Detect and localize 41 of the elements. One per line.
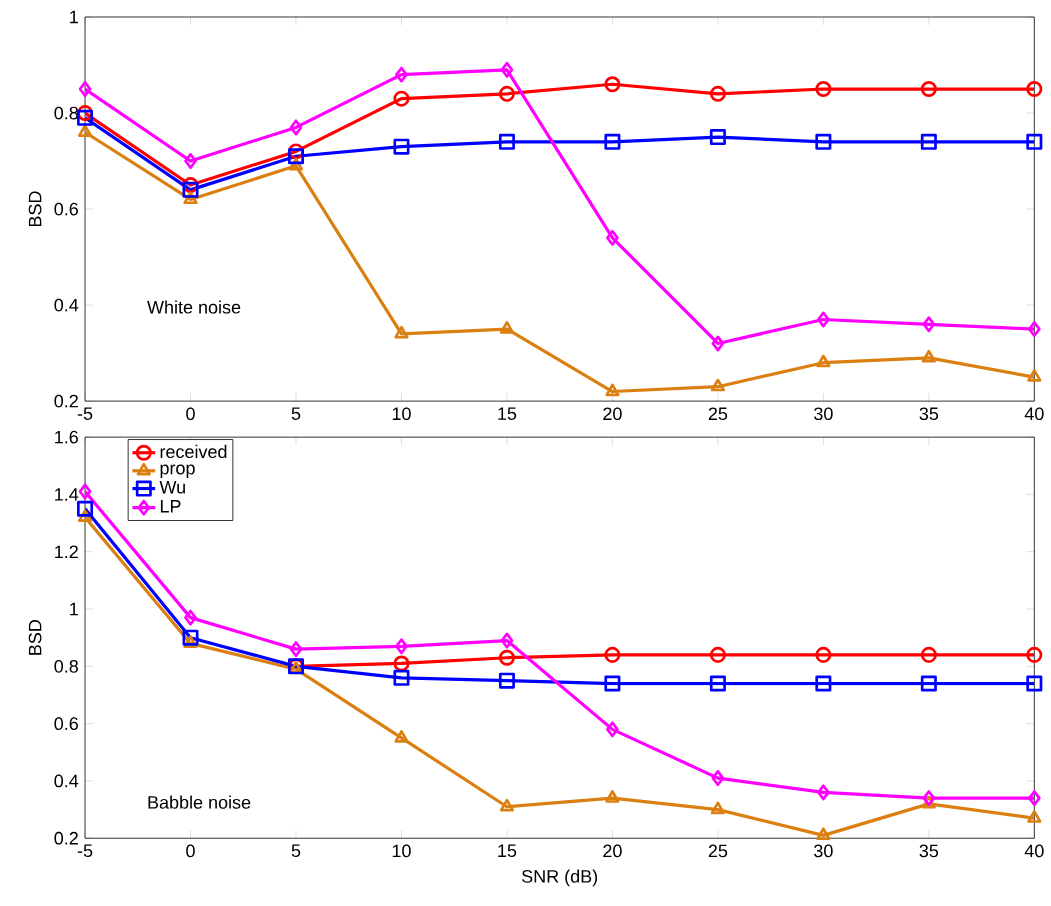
x-tick-label: 0 — [186, 844, 195, 858]
x-tick-label: 20 — [603, 844, 622, 858]
legend-label: Wu — [159, 480, 185, 494]
x-tick-label: -5 — [77, 407, 93, 420]
x-tick-label: 20 — [603, 407, 622, 420]
y-tick-label: 1 — [70, 602, 78, 616]
y-tick-label: 1.4 — [55, 488, 79, 501]
x-tick-label: 15 — [498, 844, 517, 857]
y-axis-title: BSD — [28, 619, 42, 655]
y-axis-title: BSD — [28, 191, 42, 226]
x-tick-label: 10 — [392, 844, 411, 858]
y-tick-label: 0.8 — [54, 659, 78, 673]
y-tick-label: 0.2 — [54, 831, 78, 845]
x-tick-label: 25 — [708, 407, 728, 420]
annotation: Babble noise — [148, 795, 251, 809]
x-tick-label: 35 — [919, 844, 939, 858]
x-axis-title: SNR (dB) — [521, 869, 598, 887]
legend-label: LP — [160, 499, 181, 513]
y-tick-label: 0.6 — [54, 202, 78, 216]
y-tick-label: 0.6 — [54, 717, 78, 730]
x-tick-label: 40 — [1024, 844, 1044, 858]
x-tick-label: 0 — [186, 407, 195, 420]
y-tick-label: 0.4 — [54, 298, 79, 312]
y-tick-label: 1 — [70, 10, 78, 24]
x-tick-label: 30 — [814, 407, 833, 420]
x-tick-label: 40 — [1024, 407, 1044, 420]
x-tick-label: 5 — [291, 407, 301, 420]
y-tick-label: 0.4 — [54, 774, 79, 788]
x-tick-label: 5 — [291, 844, 301, 857]
x-tick-label: -5 — [77, 844, 93, 857]
y-tick-label: 1.6 — [55, 430, 78, 444]
x-tick-label: 35 — [919, 407, 939, 420]
y-tick-label: 1.2 — [55, 545, 78, 558]
x-tick-label: 15 — [498, 407, 517, 420]
x-tick-label: 30 — [814, 844, 833, 858]
legend-label: prop — [160, 464, 195, 478]
annotation: White noise — [147, 300, 241, 314]
x-tick-label: 10 — [392, 407, 411, 420]
legend-label: received — [160, 444, 227, 458]
x-tick-label: 25 — [708, 844, 728, 858]
y-tick-label: 0.2 — [54, 394, 78, 408]
